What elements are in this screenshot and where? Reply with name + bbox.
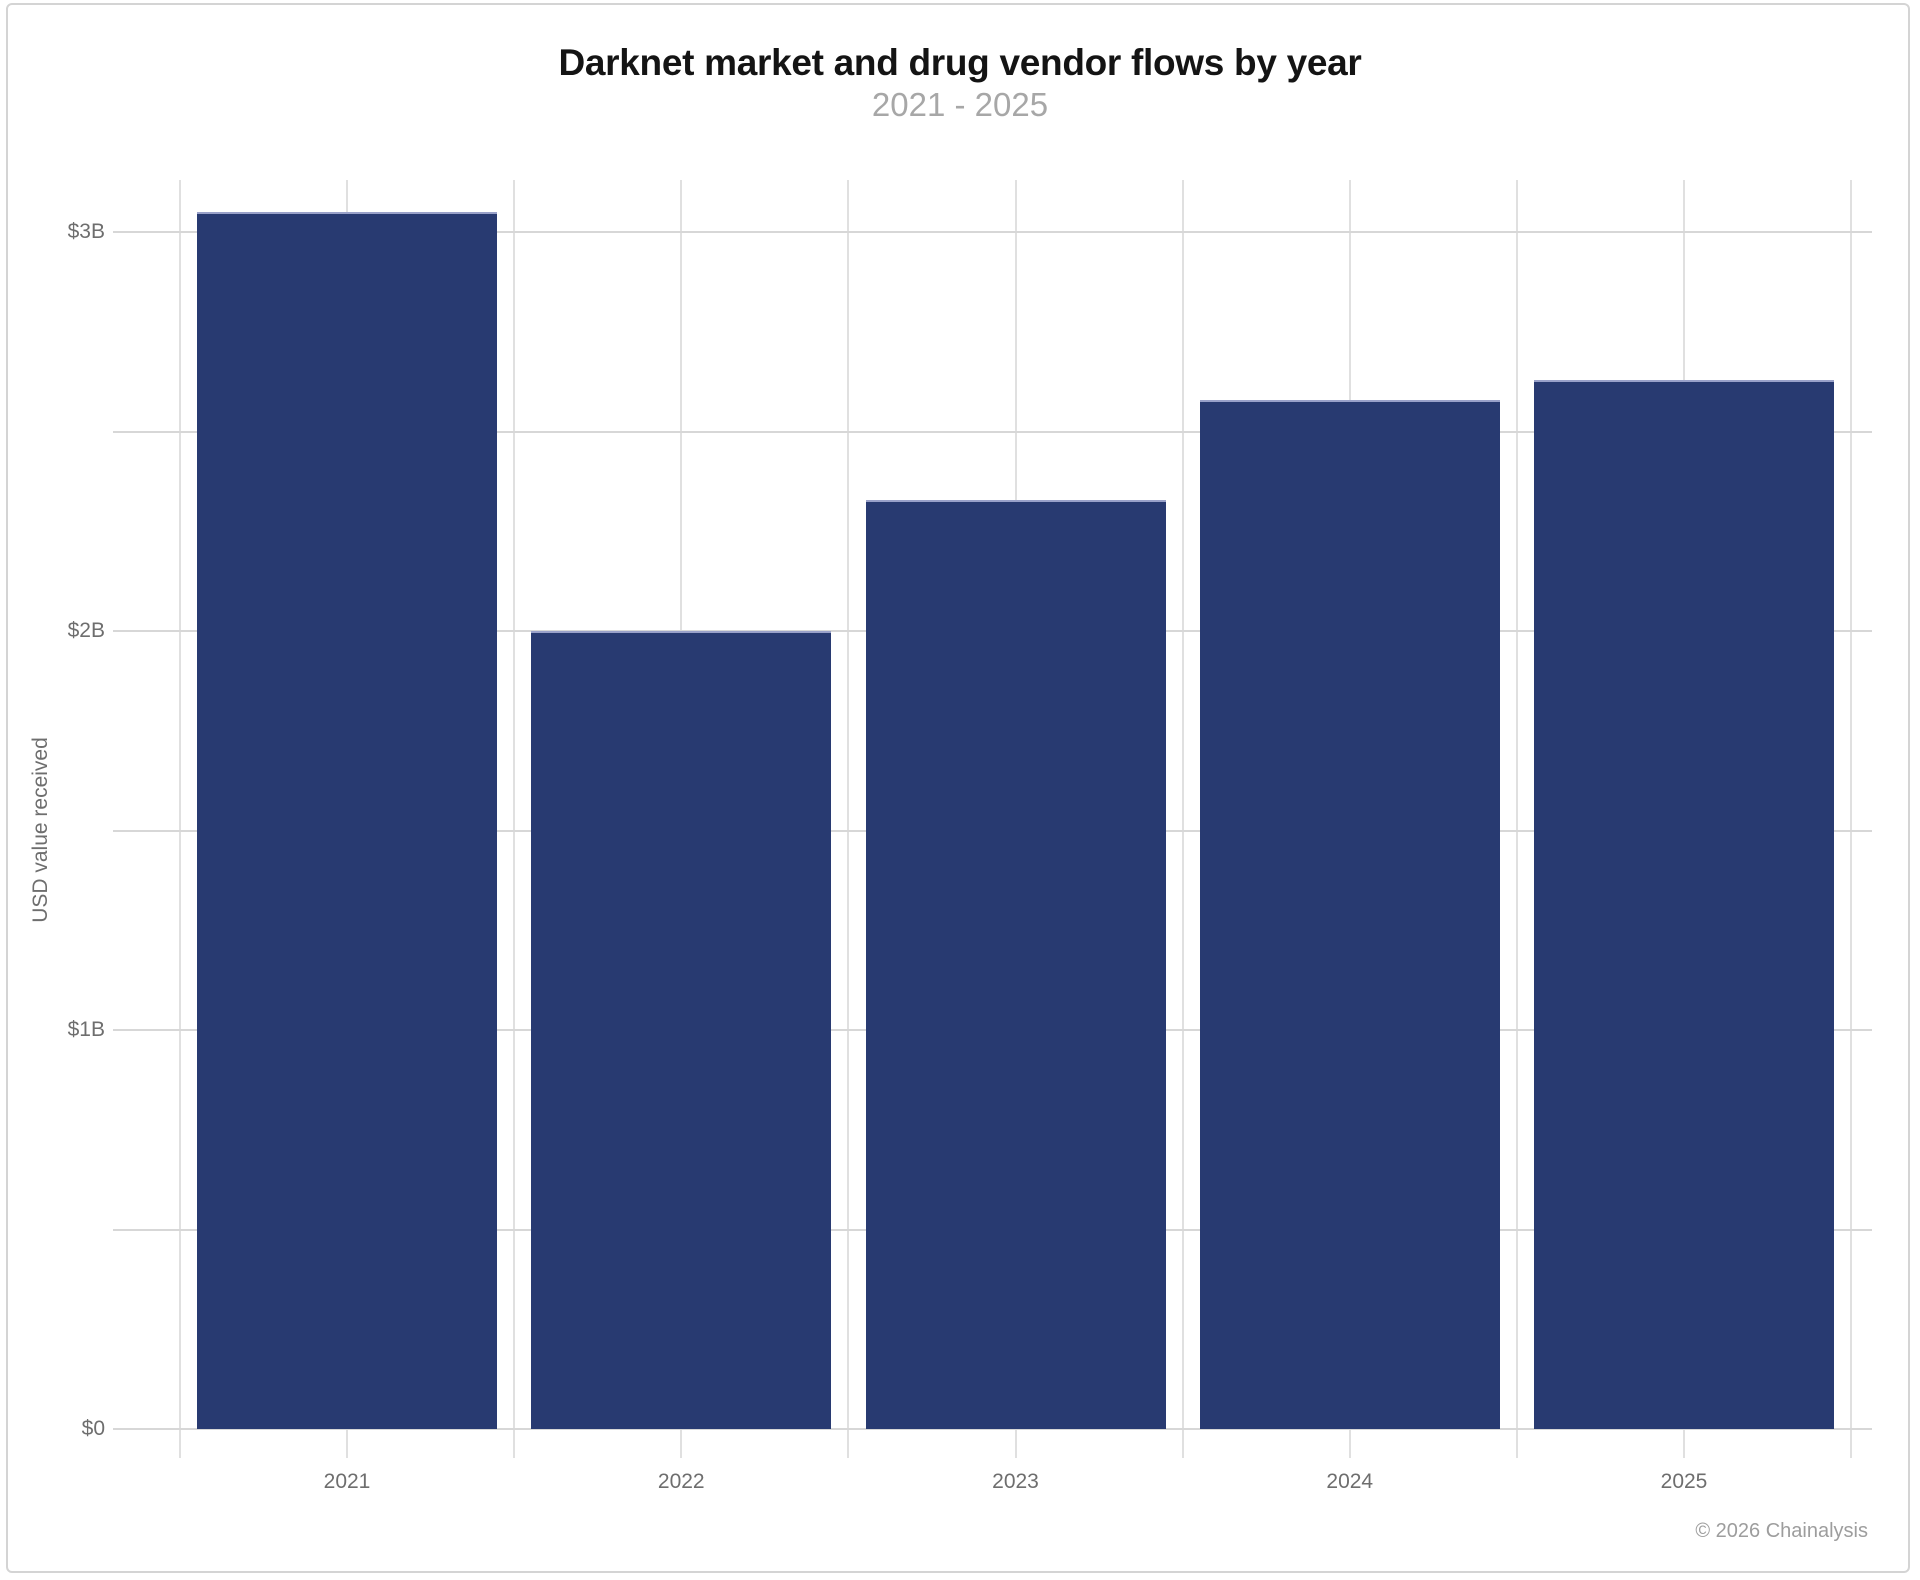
h-gridline bbox=[113, 430, 1872, 433]
v-gridline bbox=[1850, 180, 1853, 1458]
v-gridline bbox=[178, 180, 181, 1458]
v-gridline bbox=[847, 180, 850, 1458]
x-tick-label: 2022 bbox=[657, 1470, 705, 1493]
x-tick-label: 2023 bbox=[992, 1470, 1039, 1493]
x-tick-label: 2021 bbox=[323, 1470, 371, 1493]
y-axis-title: USD value received bbox=[29, 737, 52, 923]
y-tick-label: $0 bbox=[81, 1417, 105, 1440]
y-tick-label: $2B bbox=[67, 619, 105, 643]
h-gridline bbox=[113, 231, 1872, 234]
chart-subtitle: 2021 - 2025 bbox=[871, 86, 1049, 123]
v-gridline bbox=[513, 180, 516, 1458]
x-tick-label: 2025 bbox=[1660, 1470, 1708, 1493]
v-gridline bbox=[1181, 180, 1184, 1458]
bar-2021[interactable] bbox=[197, 212, 497, 1429]
chart-title: Darknet market and drug vendor flows by … bbox=[558, 42, 1362, 83]
bar-2023[interactable] bbox=[865, 499, 1166, 1429]
v-gridline bbox=[1515, 180, 1518, 1458]
x-tick-label: 2024 bbox=[1326, 1470, 1374, 1493]
bar-2025[interactable] bbox=[1534, 379, 1834, 1429]
copyright-text: © 2026 Chainalysis bbox=[1695, 1520, 1868, 1542]
bar-2024[interactable] bbox=[1199, 399, 1500, 1429]
y-tick-label: $1B bbox=[67, 1018, 105, 1042]
bar-2022[interactable] bbox=[531, 631, 832, 1429]
y-tick-label: $3B bbox=[67, 220, 105, 244]
h-gridline bbox=[113, 1428, 1872, 1430]
